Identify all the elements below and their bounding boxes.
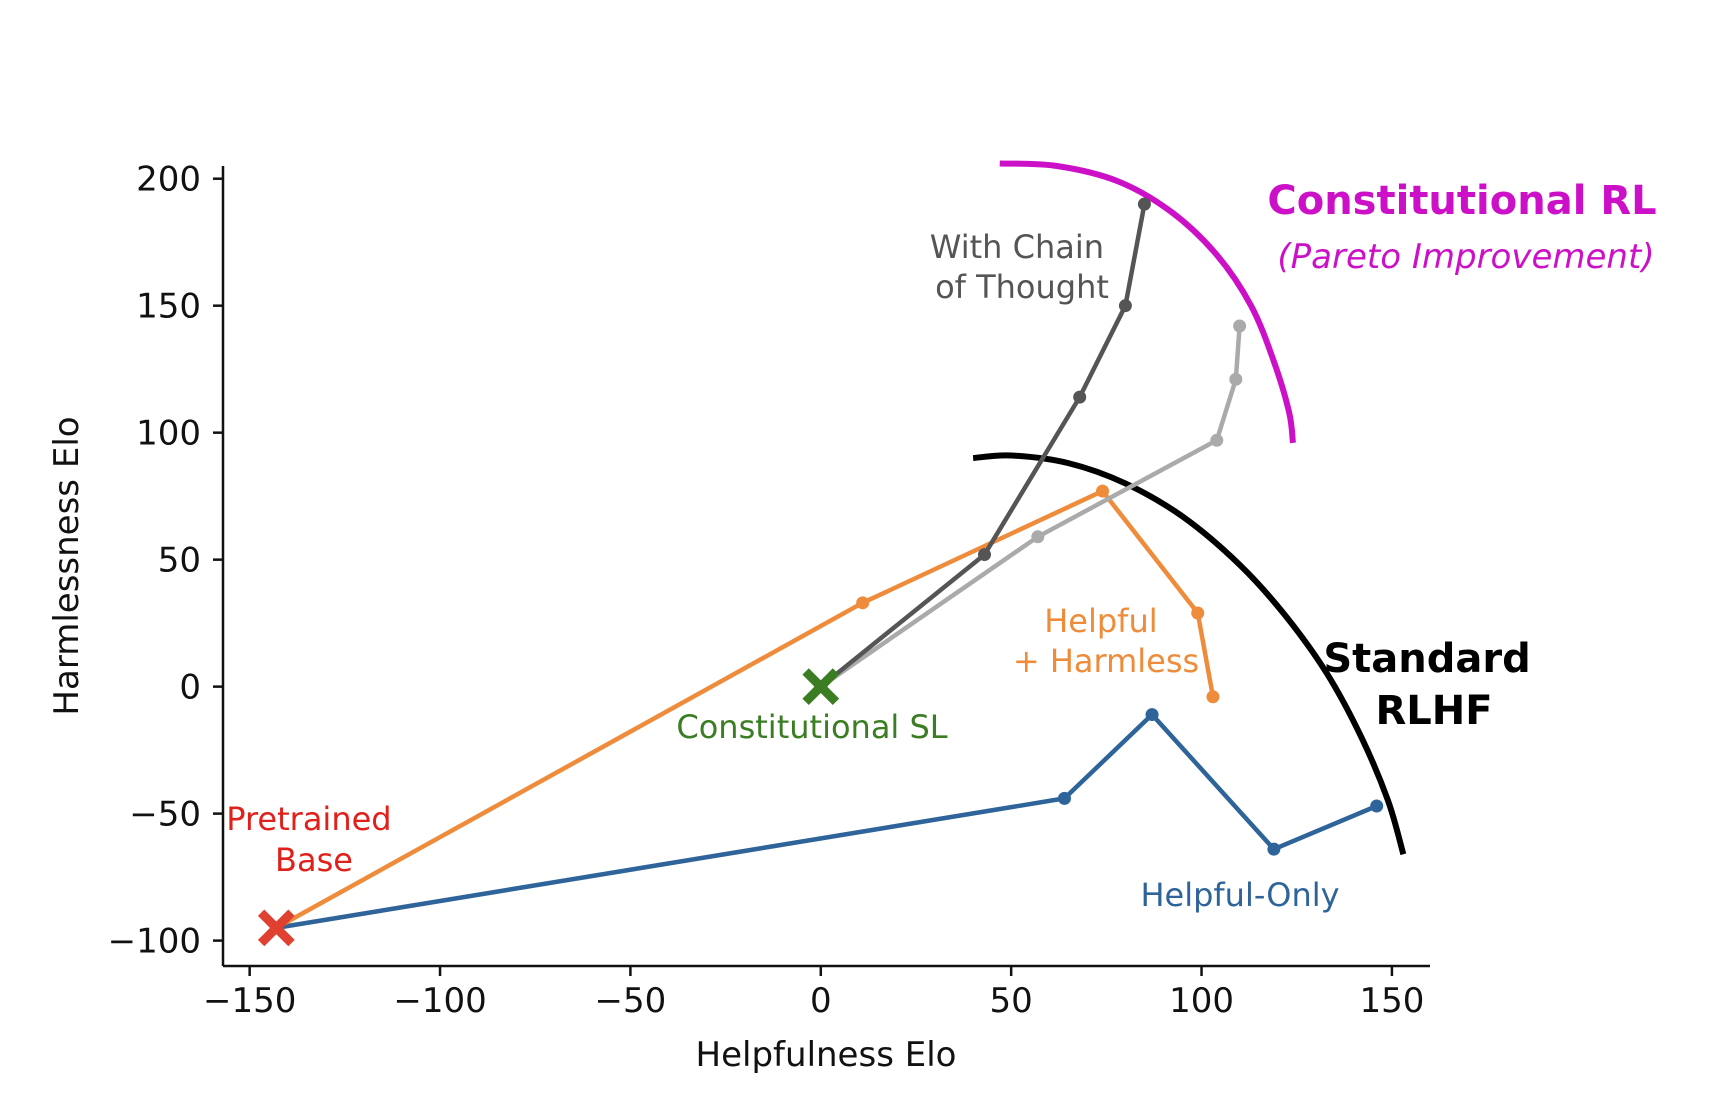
annotation-pretrained-line-1: Pretrained [226,800,391,838]
annotation-helpful-harmless-line-2: + Harmless [1013,642,1199,680]
frontier-standard-rlhf [972,452,1407,856]
annotation-helpful-harmless-line-1: Helpful [1044,602,1157,640]
x-tick-label: 0 [810,981,832,1021]
data-point [978,548,992,562]
data-point [1118,299,1132,313]
marker-pretrained-base [257,909,295,947]
x-tick-label: −100 [393,981,486,1021]
annotation-constitutional-rl: Constitutional RL [1267,178,1656,224]
annotation-standard-rlhf-line-2: RLHF [1375,688,1492,734]
data-point [1073,390,1087,404]
annotation-helpful-only: Helpful-Only [1140,876,1339,914]
axes: −150 −100 −50 0 50 100 150 −100−50050100150200… [47,160,1430,1075]
annotations: Pretrained Base Constitutional SL Helpfu… [226,178,1656,914]
y-tick-label: 100 [136,414,201,454]
x-marker-stroke [257,909,295,947]
y-tick-label: −100 [108,922,201,962]
model-markers [257,668,840,947]
y-tick-label: −50 [129,795,201,835]
annotation-pretrained-line-2: Base [275,841,353,879]
annotation-constitutional-sl: Constitutional SL [676,708,947,746]
y-ticks: −100 −50 0 50 100 150 200 [108,160,223,962]
frontier-constitutional-rl [999,160,1296,444]
annotation-helpful-only-line-1: Helpful-Only [1140,876,1339,914]
frontier-curves [972,160,1407,856]
x-tick-label: −50 [595,981,667,1021]
data-point [1031,530,1045,544]
data-point [1206,690,1220,704]
annotation-pretrained: Pretrained Base [226,800,402,879]
annotation-pareto-improvement: (Pareto Improvement) [1277,237,1654,277]
data-point [1210,433,1224,447]
marker-constitutional-sl [802,668,840,705]
data-point [1096,484,1110,498]
annotation-chain-of-thought-line-1: With Chain [930,228,1104,266]
x-axis-title: Helpfulness Elo [696,1035,957,1075]
annotation-constitutional-sl-line-1: Constitutional SL [676,708,947,746]
y-tick-label: 0 [179,668,201,708]
annotation-chain-of-thought-line-2: of Thought [935,268,1109,306]
data-point [1229,372,1243,386]
series-line-series-2 [819,325,1242,689]
data-point [1057,791,1071,805]
x-marker-stroke [802,668,840,705]
annotation-constitutional-rl-line-1: Constitutional RL [1267,178,1656,224]
y-tick-label: 200 [136,160,201,200]
x-tick-label: −150 [203,981,296,1021]
annotation-standard-rlhf: Standard RLHF [1323,636,1544,734]
y-axis-title: Harmlessness Elo [47,416,87,715]
data-point [1370,799,1384,813]
annotation-pareto-improvement-line-1: (Pareto Improvement) [1277,237,1654,277]
data-point [1233,319,1247,333]
data-point [1267,842,1281,856]
y-tick-label: 50 [158,541,201,581]
annotation-standard-rlhf-line-1: Standard [1323,636,1530,682]
data-point [1137,197,1151,211]
x-tick-label: 150 [1359,981,1424,1021]
annotation-chain-of-thought: With Chain of Thought [930,228,1114,306]
x-tick-label: 100 [1169,981,1234,1021]
annotation-helpful-harmless: Helpful + Harmless [1013,602,1199,680]
y-tick-label: 150 [136,287,201,327]
series-lines [269,197,1384,935]
data-point [856,596,870,610]
x-ticks: −150 −100 −50 0 50 100 150 [203,966,1424,1021]
x-tick-label: 50 [990,981,1033,1021]
data-point [1145,708,1159,722]
data-point [1191,606,1205,620]
